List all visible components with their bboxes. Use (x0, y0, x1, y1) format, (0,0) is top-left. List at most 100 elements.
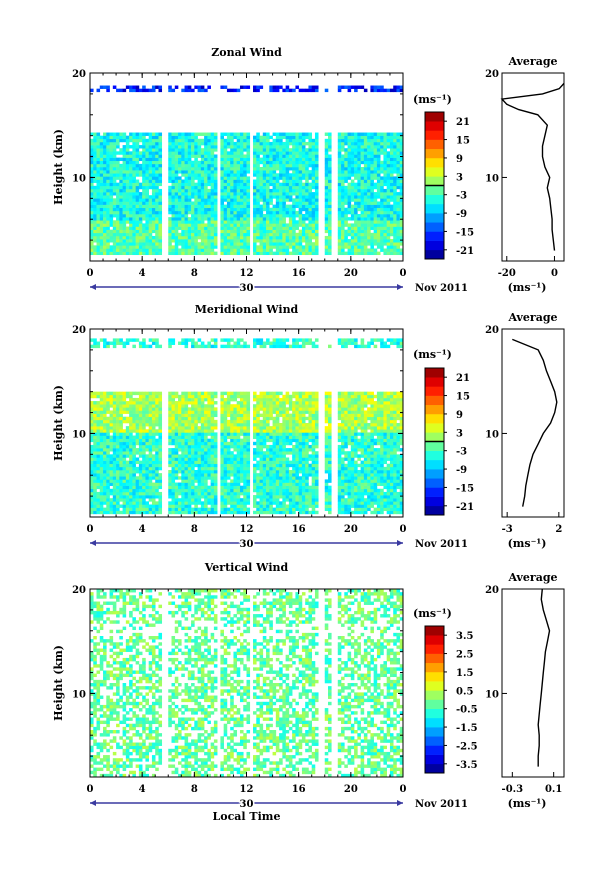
data-cell (275, 160, 280, 165)
data-cell (148, 476, 153, 480)
data-cell (168, 235, 172, 240)
data-cell (171, 476, 176, 480)
data-cell (285, 176, 290, 180)
data-cell (103, 188, 107, 193)
data-cell (246, 210, 251, 215)
data-cell (135, 460, 140, 465)
data-cell (341, 179, 345, 183)
data-cell (328, 192, 332, 196)
data-cell (256, 195, 260, 199)
data-cell (253, 167, 257, 171)
data-cell (181, 157, 185, 162)
data-cell (148, 504, 153, 508)
data-cell (243, 235, 247, 240)
data-cell (109, 416, 114, 421)
data-cell (168, 448, 172, 452)
data-cell (210, 429, 215, 433)
data-cell (194, 235, 198, 240)
data-cell (171, 423, 176, 427)
data-cell (122, 473, 127, 477)
data-cell (197, 413, 202, 418)
data-cell (145, 235, 149, 240)
data-cell (197, 232, 202, 237)
data-cell (292, 88, 296, 93)
data-cell (151, 429, 156, 433)
data-cell (125, 167, 130, 171)
data-cell (148, 429, 153, 433)
data-cell (119, 173, 123, 177)
data-cell (106, 495, 110, 499)
data-cell (187, 401, 192, 405)
data-cell (376, 210, 381, 215)
data-cell (376, 232, 381, 237)
data-cell (125, 460, 130, 465)
data-cell (256, 173, 260, 177)
data-cell (103, 391, 107, 396)
data-cell (243, 167, 247, 171)
data-cell (367, 223, 371, 227)
data-cell (269, 88, 273, 93)
data-cell (184, 432, 189, 436)
data-cell (129, 454, 133, 458)
data-cell (350, 245, 355, 249)
data-cell (213, 167, 218, 171)
data-cell (194, 239, 198, 243)
data-cell (138, 251, 143, 256)
data-cell (191, 138, 195, 143)
data-cell (383, 226, 387, 230)
data-cell (357, 220, 361, 224)
data-cell (90, 173, 94, 177)
data-cell (99, 207, 104, 212)
data-cell (184, 448, 189, 452)
data-cell (158, 145, 163, 149)
data-cell (373, 220, 378, 224)
data-cell (90, 195, 94, 199)
data-cell (112, 441, 117, 446)
data-cell (370, 239, 374, 243)
data-cell (210, 504, 215, 508)
data-cell (328, 160, 332, 165)
data-cell (269, 217, 273, 221)
data-cell (119, 198, 123, 202)
data-cell (279, 229, 283, 234)
data-cell (223, 160, 228, 165)
data-cell (367, 251, 371, 256)
data-cell (213, 160, 218, 165)
data-cell (301, 167, 306, 171)
data-cell (311, 154, 316, 158)
data-cell (337, 204, 342, 209)
data-cell (220, 176, 224, 180)
data-cell (298, 148, 303, 152)
data-cell (194, 148, 198, 152)
data-cell (96, 179, 101, 183)
data-cell (129, 210, 133, 215)
data-cell (341, 226, 345, 230)
data-cell (197, 207, 202, 212)
data-cell (269, 160, 273, 165)
data-cell (171, 435, 176, 439)
data-cell (236, 223, 241, 227)
data-cell (239, 217, 244, 221)
data-cell (243, 179, 247, 183)
data-cell (354, 204, 358, 209)
data-cell (354, 251, 358, 256)
data-cell (373, 85, 378, 89)
data-cell (383, 217, 387, 221)
data-cell (194, 454, 198, 458)
data-cell (233, 148, 238, 152)
x-tick-label: 0 (87, 268, 94, 279)
data-cell (354, 210, 358, 215)
data-cell (132, 397, 136, 402)
data-cell (122, 429, 127, 433)
data-cell (125, 501, 130, 505)
data-cell (122, 251, 127, 256)
data-cell (109, 341, 114, 345)
data-cell (158, 510, 163, 515)
data-cell (285, 163, 290, 168)
data-cell (370, 223, 374, 227)
data-cell (370, 141, 374, 146)
data-cell (213, 476, 218, 480)
data-cell (191, 401, 195, 405)
data-cell (106, 394, 110, 399)
data-cell (223, 192, 228, 196)
